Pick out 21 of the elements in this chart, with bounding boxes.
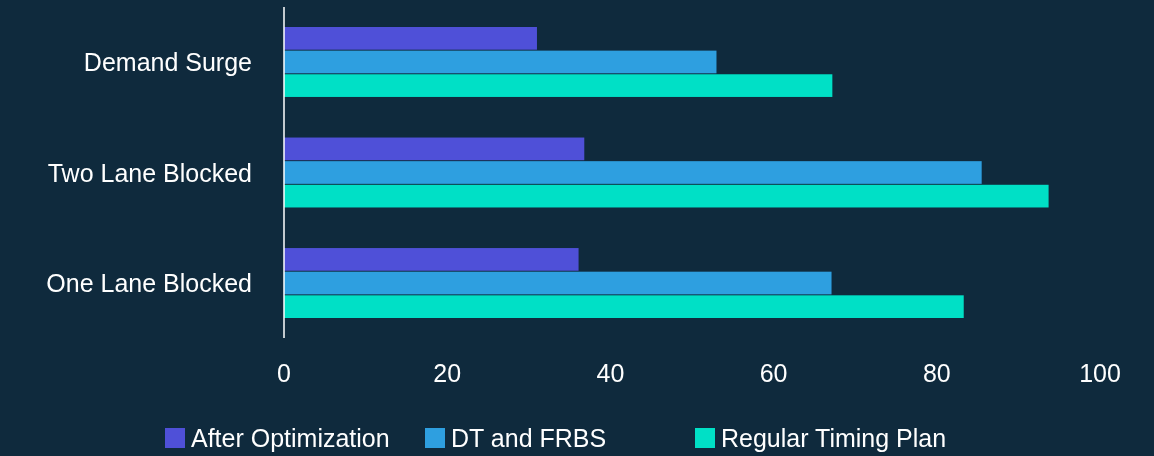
x-tick-label: 80 — [922, 359, 951, 387]
bar — [284, 161, 982, 184]
legend-label: DT and FRBS — [451, 424, 607, 452]
bar — [284, 184, 1049, 208]
y-tick-label: One Lane Blocked — [46, 269, 252, 298]
legend-label: Regular Timing Plan — [721, 424, 947, 452]
x-tick-label: 40 — [596, 359, 625, 387]
x-tick-label: 20 — [433, 359, 462, 387]
y-tick-label: Two Lane Blocked — [47, 158, 252, 187]
bar — [284, 271, 832, 295]
legend-label: After Optimization — [191, 424, 390, 452]
bar — [284, 295, 964, 318]
bar — [284, 74, 833, 97]
y-tick-label: Demand Surge — [83, 47, 252, 76]
x-tick-label: 60 — [759, 359, 788, 387]
bar — [284, 27, 537, 50]
x-tick-label: 100 — [1079, 359, 1121, 387]
x-tick-label: 0 — [277, 359, 291, 387]
bar — [284, 50, 717, 74]
bar — [284, 248, 579, 271]
bar — [284, 137, 585, 161]
